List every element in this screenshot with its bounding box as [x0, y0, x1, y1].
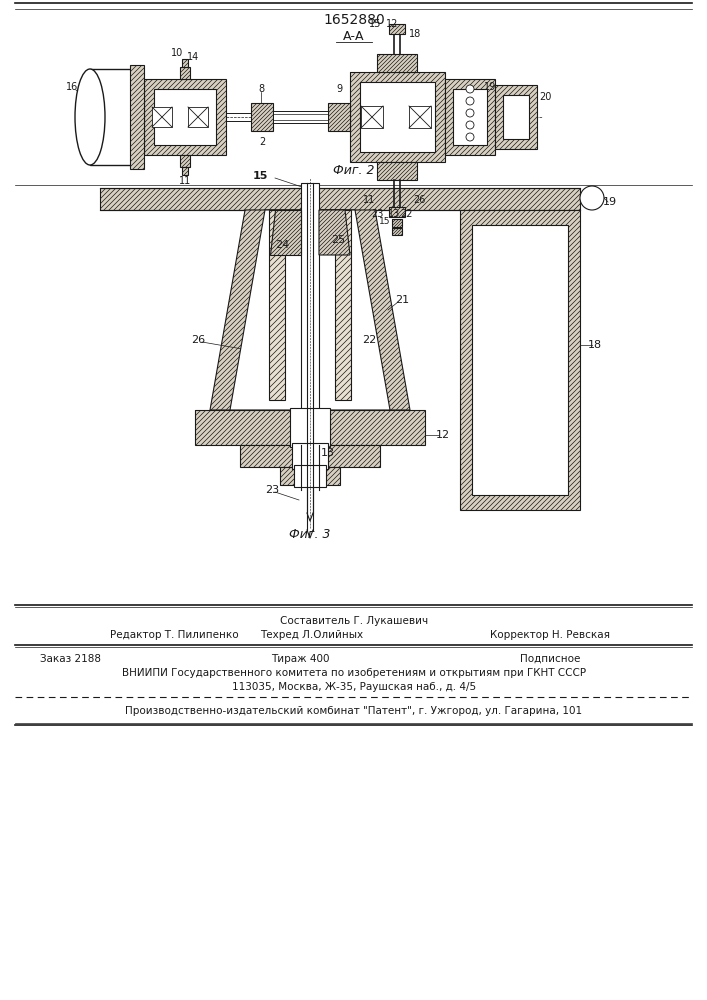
Text: Подписное: Подписное — [520, 654, 580, 664]
Polygon shape — [144, 79, 226, 155]
Text: 18: 18 — [588, 340, 602, 350]
Text: 15: 15 — [252, 171, 268, 181]
Text: 11: 11 — [363, 195, 375, 205]
Text: 22: 22 — [362, 335, 376, 345]
Text: Техред Л.Олийных: Техред Л.Олийных — [260, 630, 363, 640]
Polygon shape — [182, 167, 188, 175]
Text: 113035, Москва, Ж-35, Раушская наб., д. 4/5: 113035, Москва, Ж-35, Раушская наб., д. … — [232, 682, 476, 692]
Text: 19: 19 — [603, 197, 617, 207]
Polygon shape — [195, 410, 425, 445]
Polygon shape — [240, 445, 380, 467]
Text: 19: 19 — [484, 82, 496, 92]
Bar — [90, 69, 132, 165]
Text: 20: 20 — [539, 92, 551, 102]
Polygon shape — [460, 210, 580, 510]
Text: Редактор Т. Пилипенко: Редактор Т. Пилипенко — [110, 630, 239, 640]
Text: Составитель Г. Лукашевич: Составитель Г. Лукашевич — [280, 616, 428, 626]
Text: 24: 24 — [275, 240, 289, 250]
Polygon shape — [251, 103, 273, 131]
Text: 22: 22 — [401, 209, 414, 219]
Polygon shape — [182, 59, 188, 67]
Polygon shape — [180, 67, 190, 79]
Text: 15: 15 — [369, 19, 381, 29]
Text: А-А: А-А — [344, 30, 365, 43]
Bar — [292, 443, 328, 469]
Text: 23: 23 — [265, 485, 279, 495]
Bar — [409, 106, 431, 128]
Text: Корректор Н. Ревская: Корректор Н. Ревская — [490, 630, 610, 640]
Polygon shape — [445, 79, 495, 155]
Text: 13: 13 — [321, 448, 335, 458]
Polygon shape — [230, 210, 390, 410]
Text: 14: 14 — [187, 52, 199, 62]
Text: 2: 2 — [259, 137, 265, 147]
Text: 9: 9 — [336, 84, 342, 94]
Polygon shape — [495, 85, 537, 149]
Text: 12: 12 — [436, 430, 450, 440]
Text: 8: 8 — [258, 84, 264, 94]
Bar — [290, 408, 330, 447]
Polygon shape — [180, 155, 190, 167]
Polygon shape — [377, 162, 417, 180]
Text: Производственно-издательский комбинат "Патент", г. Ужгород, ул. Гагарина, 101: Производственно-издательский комбинат "П… — [125, 706, 583, 716]
Bar — [361, 106, 383, 128]
Text: 16: 16 — [66, 82, 78, 92]
Polygon shape — [389, 24, 405, 34]
Bar — [273, 111, 328, 123]
Polygon shape — [328, 103, 350, 131]
Text: ВНИИПИ Государственного комитета по изобретениям и открытиям при ГКНТ СССР: ВНИИПИ Государственного комитета по изоб… — [122, 668, 586, 678]
Text: 26: 26 — [191, 335, 205, 345]
Polygon shape — [350, 72, 445, 162]
Text: Заказ 2188: Заказ 2188 — [40, 654, 101, 664]
Text: 18: 18 — [409, 29, 421, 39]
Text: 10: 10 — [171, 48, 183, 58]
Ellipse shape — [75, 69, 105, 165]
Circle shape — [466, 85, 474, 93]
Bar — [294, 465, 326, 487]
Text: Фиг. 3: Фиг. 3 — [289, 528, 331, 542]
Polygon shape — [392, 228, 402, 235]
Circle shape — [466, 133, 474, 141]
Text: 21: 21 — [395, 295, 409, 305]
Circle shape — [580, 186, 604, 210]
Text: 12: 12 — [386, 19, 398, 29]
Polygon shape — [377, 54, 417, 72]
Text: 23: 23 — [370, 209, 383, 219]
Polygon shape — [269, 210, 285, 400]
Text: Фиг. 2: Фиг. 2 — [333, 163, 375, 176]
Circle shape — [466, 121, 474, 129]
Polygon shape — [280, 467, 340, 485]
Circle shape — [466, 109, 474, 117]
Bar — [152, 107, 172, 127]
Text: 11: 11 — [179, 176, 191, 186]
Text: 26: 26 — [413, 195, 425, 205]
Polygon shape — [389, 207, 405, 217]
Bar — [472, 225, 568, 495]
Text: Тираж 400: Тираж 400 — [271, 654, 329, 664]
Polygon shape — [130, 65, 144, 169]
Bar — [301, 183, 319, 470]
Text: 25: 25 — [331, 235, 345, 245]
Polygon shape — [100, 188, 580, 210]
Text: 1652880: 1652880 — [323, 13, 385, 27]
Bar — [154, 89, 216, 145]
Bar — [503, 95, 529, 139]
Polygon shape — [335, 210, 351, 400]
Text: 13: 13 — [388, 209, 400, 219]
Polygon shape — [210, 210, 410, 410]
Polygon shape — [392, 219, 402, 227]
Circle shape — [466, 97, 474, 105]
Polygon shape — [319, 210, 350, 255]
Text: 15: 15 — [379, 218, 391, 227]
Bar — [360, 82, 435, 152]
Bar — [453, 89, 487, 145]
Polygon shape — [270, 210, 301, 255]
Bar — [188, 107, 208, 127]
